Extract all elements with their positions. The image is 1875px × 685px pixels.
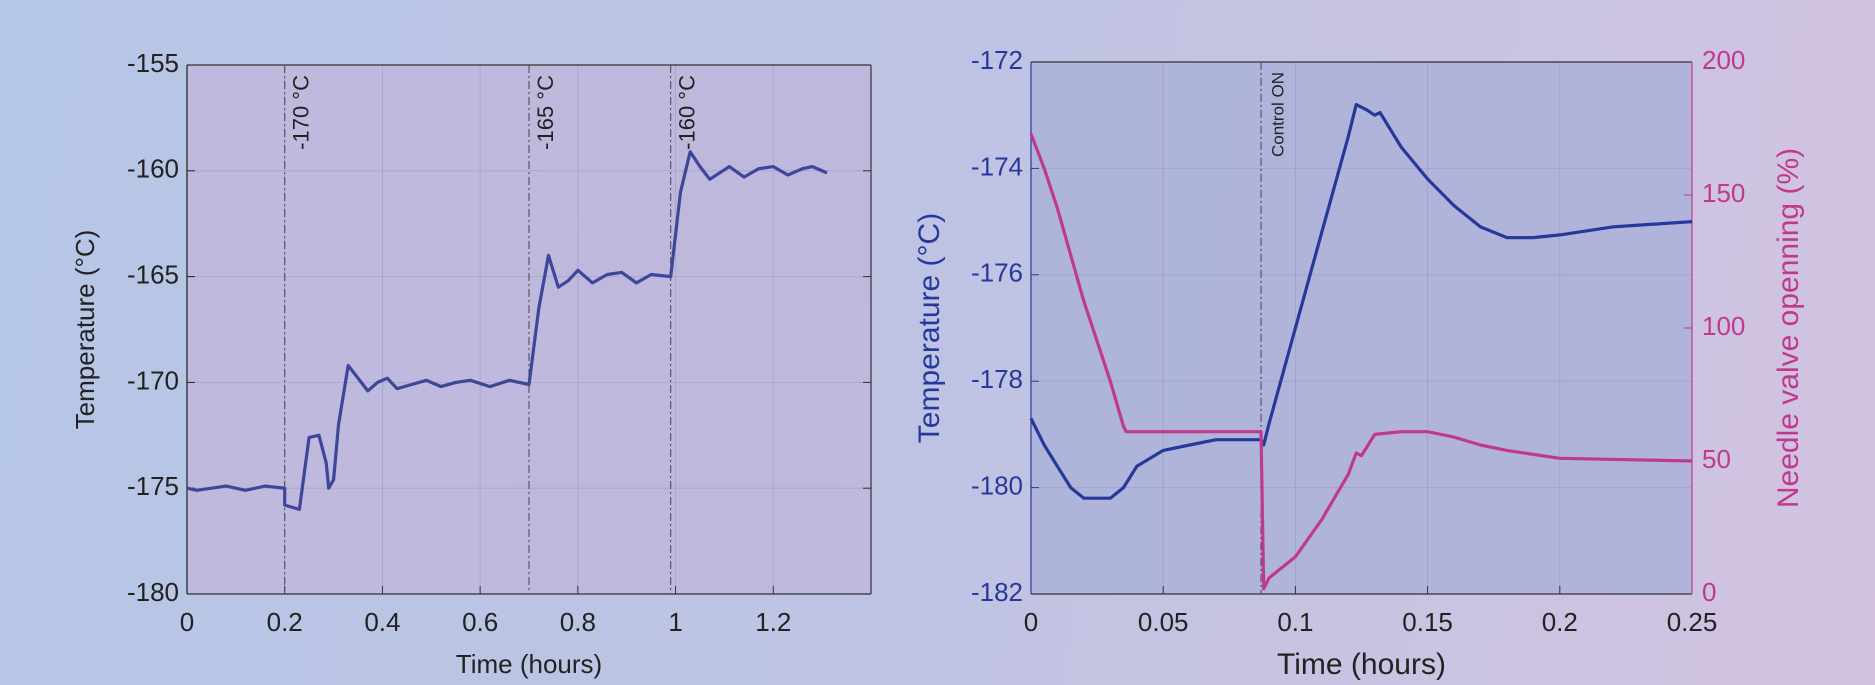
y-tick-label: -172 (971, 45, 1023, 75)
x-tick-label: 1 (668, 607, 682, 637)
y2-tick-label: 200 (1702, 45, 1745, 75)
x-tick-label: 1.2 (755, 607, 791, 637)
x-tick-label: 0.8 (560, 607, 596, 637)
y-axis-label: Temperature (°C) (913, 213, 946, 443)
page: {"chart_data": [ {"type": "line", "xlabe… (0, 0, 1875, 685)
y-tick-label: -178 (971, 364, 1023, 394)
x-tick-label: 0.2 (267, 607, 303, 637)
x-tick-label: 0.05 (1138, 607, 1189, 637)
y-tick-label: -176 (971, 258, 1023, 288)
y2-tick-label: 0 (1702, 577, 1716, 607)
y2-tick-label: 150 (1702, 178, 1745, 208)
x-tick-label: 0.2 (1542, 607, 1578, 637)
figure: 0 0.2 0.4 0.6 0.8 1 1.2 -180 -175 -170 -165 -160 -15… (0, 0, 1875, 685)
y2-tick-label: 100 (1702, 311, 1745, 341)
marker-label: -160 °C (674, 75, 699, 150)
y-tick-label: -182 (971, 577, 1023, 607)
y-tick-label: -165 (127, 259, 179, 289)
x-axis-label: Time (hours) (456, 649, 602, 679)
x-tick-label: 0.25 (1667, 607, 1718, 637)
x-axis-label: Time (hours) (1277, 648, 1446, 681)
x-tick-label: 0.1 (1277, 607, 1313, 637)
y-tick-label: -170 (127, 365, 179, 395)
y-tick-label: -155 (127, 48, 179, 78)
y-tick-label: -180 (127, 577, 179, 607)
x-tick-label: 0.15 (1402, 607, 1453, 637)
y-tick-label: -180 (971, 470, 1023, 500)
y2-tick-label: 50 (1702, 444, 1731, 474)
x-tick-label: 0.6 (462, 607, 498, 637)
plot-area (1031, 62, 1692, 594)
y-axis-label: Temperature (°C) (70, 230, 100, 430)
x-tick-label: 0 (1024, 607, 1038, 637)
marker-label: Control ON (1269, 72, 1288, 157)
marker-label: -165 °C (533, 75, 558, 150)
y2-axis-label: Needle valve openning (%) (1772, 148, 1805, 508)
x-tick-label: 0.4 (364, 607, 400, 637)
x-tick-label: 0 (180, 607, 194, 637)
y-tick-label: -175 (127, 471, 179, 501)
marker-label: -170 °C (289, 75, 314, 150)
y-tick-label: -160 (127, 154, 179, 184)
y-tick-label: -174 (971, 151, 1023, 181)
